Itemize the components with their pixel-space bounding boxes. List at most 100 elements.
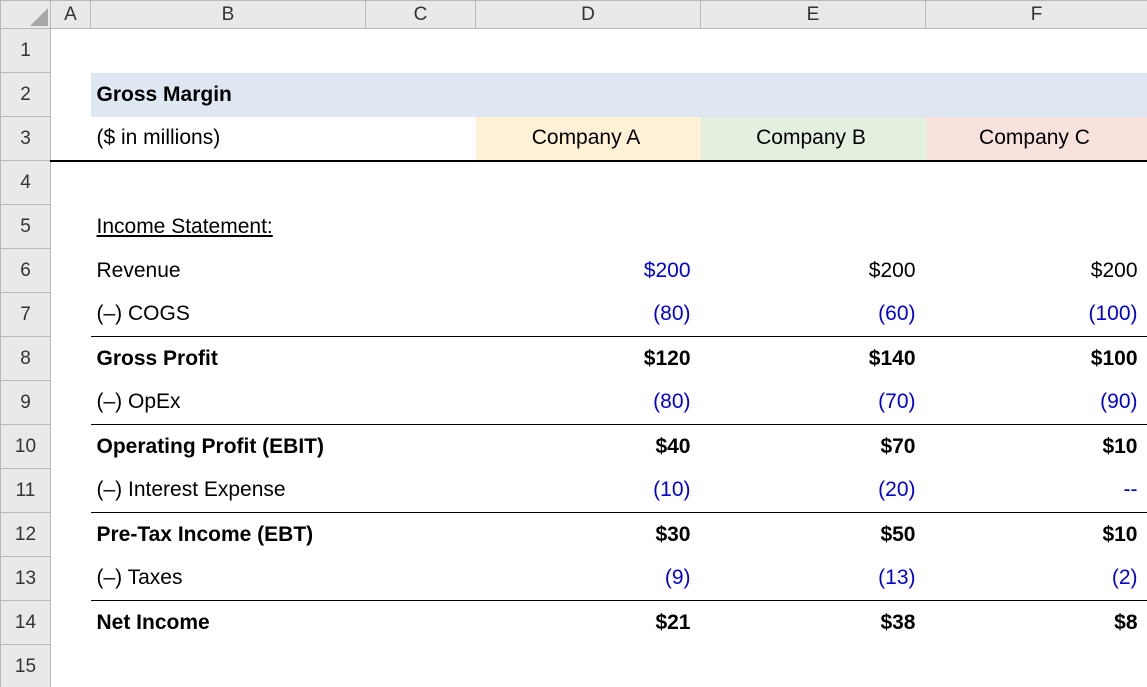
cell-A2[interactable] [51,73,91,117]
row-11[interactable]: 11 (–) Interest Expense (10) (20) -- [1,469,1147,513]
opex-label[interactable]: (–) OpEx [91,381,366,425]
cell-F4[interactable] [926,161,1147,205]
cell-A3[interactable] [51,117,91,161]
row-header-8[interactable]: 8 [1,337,51,381]
cell-F15[interactable] [926,645,1147,687]
row-7[interactable]: 7 (–) COGS (80) (60) (100) [1,293,1147,337]
cell-A8[interactable] [51,337,91,381]
cell-A10[interactable] [51,425,91,469]
cell-C2[interactable] [366,73,476,117]
cell-D2[interactable] [476,73,701,117]
col-header-D[interactable]: D [476,1,701,29]
col-header-F[interactable]: F [926,1,1147,29]
ebt-E[interactable]: $50 [701,513,926,557]
cell-D15[interactable] [476,645,701,687]
interest-E[interactable]: (20) [701,469,926,513]
ebt-D[interactable]: $30 [476,513,701,557]
cell-C10[interactable] [366,425,476,469]
row-header-9[interactable]: 9 [1,381,51,425]
row-14[interactable]: 14 Net Income $21 $38 $8 [1,601,1147,645]
cell-D4[interactable] [476,161,701,205]
ebit-E[interactable]: $70 [701,425,926,469]
ebt-label[interactable]: Pre-Tax Income (EBT) [91,513,366,557]
opex-F[interactable]: (90) [926,381,1147,425]
company-header-C[interactable]: Company C [926,117,1147,161]
row-header-4[interactable]: 4 [1,161,51,205]
row-header-5[interactable]: 5 [1,205,51,249]
cell-C7[interactable] [366,293,476,337]
row-6[interactable]: 6 Revenue $200 $200 $200 [1,249,1147,293]
income-statement-header[interactable]: Income Statement: [91,205,366,249]
cell-C4[interactable] [366,161,476,205]
cell-C13[interactable] [366,557,476,601]
net-income-E[interactable]: $38 [701,601,926,645]
cell-D1[interactable] [476,29,701,73]
cell-A7[interactable] [51,293,91,337]
cogs-E[interactable]: (60) [701,293,926,337]
cell-C14[interactable] [366,601,476,645]
cell-A11[interactable] [51,469,91,513]
company-header-B[interactable]: Company B [701,117,926,161]
company-header-A[interactable]: Company A [476,117,701,161]
cell-F5[interactable] [926,205,1147,249]
net-income-label[interactable]: Net Income [91,601,366,645]
cogs-F[interactable]: (100) [926,293,1147,337]
cell-B1[interactable] [91,29,366,73]
row-header-7[interactable]: 7 [1,293,51,337]
cell-C8[interactable] [366,337,476,381]
cell-C12[interactable] [366,513,476,557]
gross-profit-F[interactable]: $100 [926,337,1147,381]
ebt-F[interactable]: $10 [926,513,1147,557]
cell-F1[interactable] [926,29,1147,73]
row-13[interactable]: 13 (–) Taxes (9) (13) (2) [1,557,1147,601]
cell-A14[interactable] [51,601,91,645]
cell-E4[interactable] [701,161,926,205]
row-header-3[interactable]: 3 [1,117,51,161]
cell-E15[interactable] [701,645,926,687]
col-header-E[interactable]: E [701,1,926,29]
row-2[interactable]: 2 Gross Margin [1,73,1147,117]
row-15[interactable]: 15 [1,645,1147,687]
row-header-14[interactable]: 14 [1,601,51,645]
revenue-D[interactable]: $200 [476,249,701,293]
gross-profit-E[interactable]: $140 [701,337,926,381]
col-header-A[interactable]: A [51,1,91,29]
ebit-label[interactable]: Operating Profit (EBIT) [91,425,366,469]
taxes-F[interactable]: (2) [926,557,1147,601]
cell-A13[interactable] [51,557,91,601]
row-10[interactable]: 10 Operating Profit (EBIT) $40 $70 $10 [1,425,1147,469]
row-4[interactable]: 4 [1,161,1147,205]
revenue-E[interactable]: $200 [701,249,926,293]
select-all-corner[interactable] [1,1,51,29]
opex-E[interactable]: (70) [701,381,926,425]
cell-A1[interactable] [51,29,91,73]
taxes-E[interactable]: (13) [701,557,926,601]
row-8[interactable]: 8 Gross Profit $120 $140 $100 [1,337,1147,381]
row-header-10[interactable]: 10 [1,425,51,469]
interest-F[interactable]: -- [926,469,1147,513]
cell-B15[interactable] [91,645,366,687]
row-header-15[interactable]: 15 [1,645,51,687]
row-header-13[interactable]: 13 [1,557,51,601]
cell-C15[interactable] [366,645,476,687]
cell-A4[interactable] [51,161,91,205]
row-9[interactable]: 9 (–) OpEx (80) (70) (90) [1,381,1147,425]
revenue-F[interactable]: $200 [926,249,1147,293]
row-5[interactable]: 5 Income Statement: [1,205,1147,249]
interest-D[interactable]: (10) [476,469,701,513]
cell-E2[interactable] [701,73,926,117]
gross-profit-D[interactable]: $120 [476,337,701,381]
cell-A12[interactable] [51,513,91,557]
row-header-1[interactable]: 1 [1,29,51,73]
taxes-label[interactable]: (–) Taxes [91,557,366,601]
col-header-C[interactable]: C [366,1,476,29]
net-income-D[interactable]: $21 [476,601,701,645]
cell-A6[interactable] [51,249,91,293]
cell-F2[interactable] [926,73,1147,117]
interest-label[interactable]: (–) Interest Expense [91,469,366,513]
title-cell[interactable]: Gross Margin [91,73,366,117]
cell-C3[interactable] [366,117,476,161]
cell-C9[interactable] [366,381,476,425]
cogs-label[interactable]: (–) COGS [91,293,366,337]
cell-A15[interactable] [51,645,91,687]
